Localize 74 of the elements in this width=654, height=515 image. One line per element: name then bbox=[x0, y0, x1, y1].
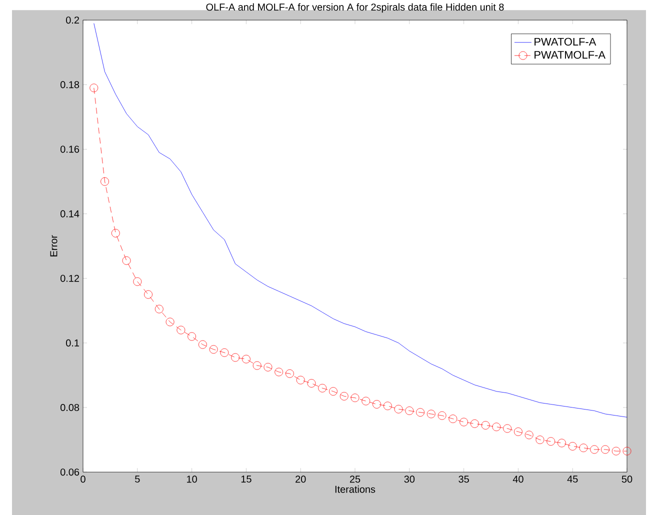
point bbox=[144, 290, 152, 299]
chart-title: OLF-A and MOLF-A for version A for 2spirals data file Hidden unit 8 bbox=[206, 3, 504, 13]
y-axis-title: Error bbox=[50, 235, 58, 256]
point bbox=[90, 84, 98, 92]
y-tick-label: 0.16 bbox=[60, 146, 80, 153]
point bbox=[394, 404, 403, 414]
point bbox=[242, 354, 250, 364]
point bbox=[568, 442, 577, 450]
point bbox=[220, 348, 229, 357]
point bbox=[470, 419, 479, 428]
point bbox=[154, 304, 164, 314]
y-tick-label: 0.06 bbox=[60, 468, 80, 476]
x-tick-label: 30 bbox=[404, 476, 415, 483]
legend-label: PWATMOLF-A bbox=[534, 50, 606, 59]
y-tick-label: 0.12 bbox=[60, 274, 79, 282]
point bbox=[100, 177, 109, 186]
point bbox=[558, 438, 566, 448]
y-tick-label: 0.14 bbox=[60, 210, 80, 218]
point bbox=[590, 445, 599, 454]
point bbox=[296, 376, 305, 384]
point bbox=[579, 444, 588, 452]
point bbox=[362, 396, 370, 406]
x-tick-label: 25 bbox=[350, 476, 360, 483]
point bbox=[612, 446, 620, 456]
point bbox=[438, 411, 446, 420]
point bbox=[176, 326, 186, 334]
point bbox=[340, 392, 348, 400]
point bbox=[524, 430, 534, 440]
point bbox=[601, 445, 610, 454]
point bbox=[286, 369, 294, 378]
point bbox=[274, 368, 284, 376]
point bbox=[209, 345, 218, 354]
point bbox=[122, 256, 131, 265]
y-tick-label: 0.2 bbox=[66, 16, 79, 24]
point bbox=[514, 427, 522, 436]
point bbox=[383, 402, 392, 410]
legend-label: PWATOLF-A bbox=[534, 38, 596, 46]
point bbox=[416, 408, 424, 417]
point bbox=[231, 353, 240, 362]
point bbox=[492, 422, 501, 432]
x-tick-label: 50 bbox=[622, 476, 632, 483]
point bbox=[460, 418, 468, 426]
point bbox=[426, 410, 436, 418]
point bbox=[307, 379, 316, 388]
point bbox=[481, 421, 490, 430]
x-tick-label: 20 bbox=[296, 476, 306, 483]
x-tick-label: 5 bbox=[135, 476, 140, 483]
x-tick-label: 45 bbox=[567, 476, 578, 483]
point bbox=[264, 362, 272, 372]
point bbox=[166, 318, 174, 326]
point bbox=[133, 277, 142, 286]
x-tick-label: 40 bbox=[512, 476, 524, 483]
point bbox=[503, 424, 512, 433]
point bbox=[448, 414, 458, 423]
point bbox=[318, 384, 327, 392]
x-tick-label: 15 bbox=[241, 476, 252, 483]
point bbox=[372, 400, 381, 408]
y-tick-label: 0.1 bbox=[66, 339, 80, 346]
x-tick-label: 0 bbox=[80, 476, 86, 483]
point bbox=[188, 332, 196, 341]
x-tick-label: 10 bbox=[187, 476, 197, 483]
y-tick-label: 0.08 bbox=[60, 404, 80, 411]
point bbox=[546, 437, 556, 446]
x-tick-label: 35 bbox=[458, 476, 469, 483]
point bbox=[252, 361, 262, 370]
x-axis-title: Iterations bbox=[335, 485, 376, 493]
point bbox=[111, 228, 120, 238]
y-tick-label: 0.18 bbox=[60, 81, 80, 88]
point bbox=[405, 406, 414, 415]
point bbox=[329, 387, 338, 396]
point bbox=[198, 340, 207, 349]
point bbox=[536, 436, 544, 444]
point bbox=[622, 446, 632, 456]
point bbox=[350, 394, 360, 402]
